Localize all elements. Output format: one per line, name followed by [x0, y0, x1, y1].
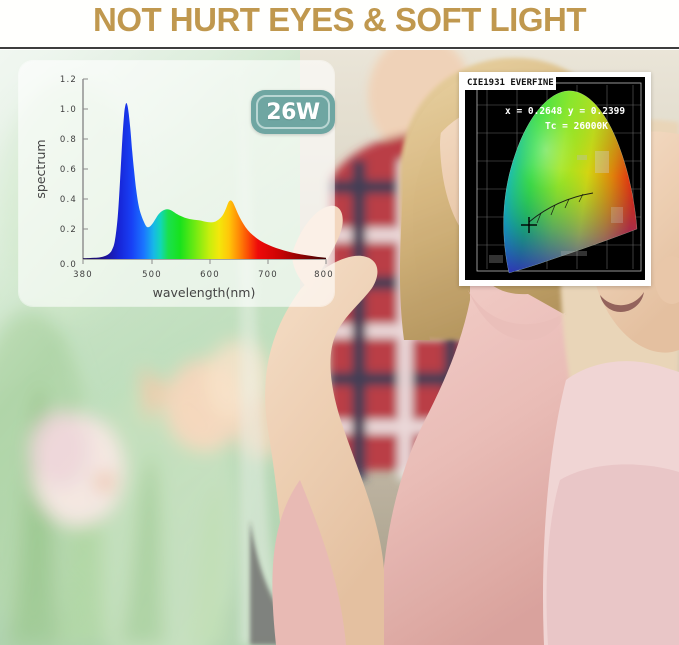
cie-diagram: x = 0.2648 y = 0.2399 Tc = 26000K CIE193… [465, 77, 645, 280]
x-axis-title: wavelength(nm) [153, 285, 256, 300]
cie-color-temperature: Tc = 26000K [545, 121, 608, 132]
x-tick-label: 380 [73, 270, 93, 280]
x-tick-label: 600 [200, 270, 220, 280]
x-tick-label: 800 [314, 270, 334, 280]
y-tick-label: 0.0 [60, 260, 77, 270]
x-tick-labels: 380 500 600 700 800 [73, 270, 334, 280]
page-title: NOT HURT EYES & SOFT LIGHT [92, 1, 587, 38]
y-tick-label: 1.0 [60, 105, 77, 115]
badge-inner-ring [256, 95, 330, 129]
cie-title: CIE1931 EVERFINE [465, 77, 556, 90]
x-tick-label: 500 [142, 270, 162, 280]
y-tick-label: 0.6 [60, 165, 77, 175]
y-tick-labels: 1.2 1.0 0.8 0.6 0.4 0.2 0.0 [60, 75, 77, 270]
x-tick-label: 700 [258, 270, 278, 280]
cie-point-marker [521, 217, 537, 233]
wattage-badge: 26W [251, 90, 335, 134]
header-banner: NOT HURT EYES & SOFT LIGHT [0, 0, 679, 50]
cie-coordinates: x = 0.2648 y = 0.2399 [505, 106, 625, 117]
badge-label: 26W [266, 99, 320, 125]
y-tick-label: 0.4 [60, 195, 77, 205]
y-tick-label: 0.8 [60, 135, 77, 145]
spectrum-chart: 1.2 1.0 0.8 0.6 0.4 0.2 0.0 380 500 600 … [33, 75, 334, 300]
header-divider [0, 47, 679, 49]
y-axis-title: spectrum [33, 139, 48, 198]
y-tick-label: 0.2 [60, 225, 77, 235]
cie-chromaticity-card: x = 0.2648 y = 0.2399 Tc = 26000K CIE193… [459, 72, 651, 286]
y-tick-label: 1.2 [60, 75, 77, 85]
spectral-power-curve [83, 103, 326, 259]
